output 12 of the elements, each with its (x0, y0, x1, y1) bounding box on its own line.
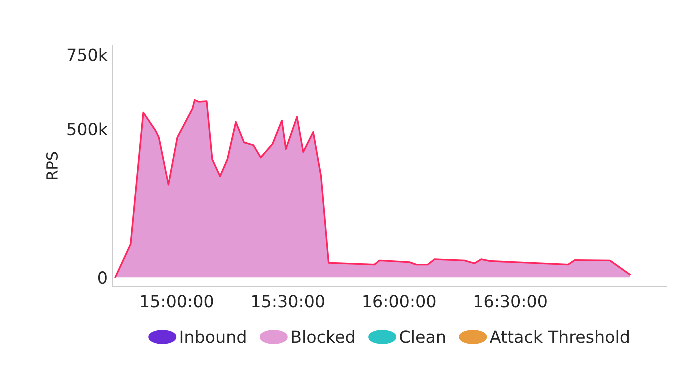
legend-label: Blocked (292, 330, 354, 344)
legend-label: Attack Threshold (490, 330, 629, 344)
x-tick-label: 16:30:00 (474, 295, 547, 308)
x-tick-label: 15:00:00 (141, 295, 214, 308)
y-tick-label: 500k (68, 122, 108, 136)
legend-label: Inbound (180, 330, 246, 344)
x-tick-label: 16:00:00 (364, 295, 436, 308)
y-tick-label: 750k (68, 48, 108, 62)
y-tick-label: 0 (98, 272, 107, 284)
legend-label: Clean (400, 330, 446, 344)
x-tick-label: 15:30:00 (252, 295, 324, 308)
y-axis-title: RPS (46, 152, 58, 180)
